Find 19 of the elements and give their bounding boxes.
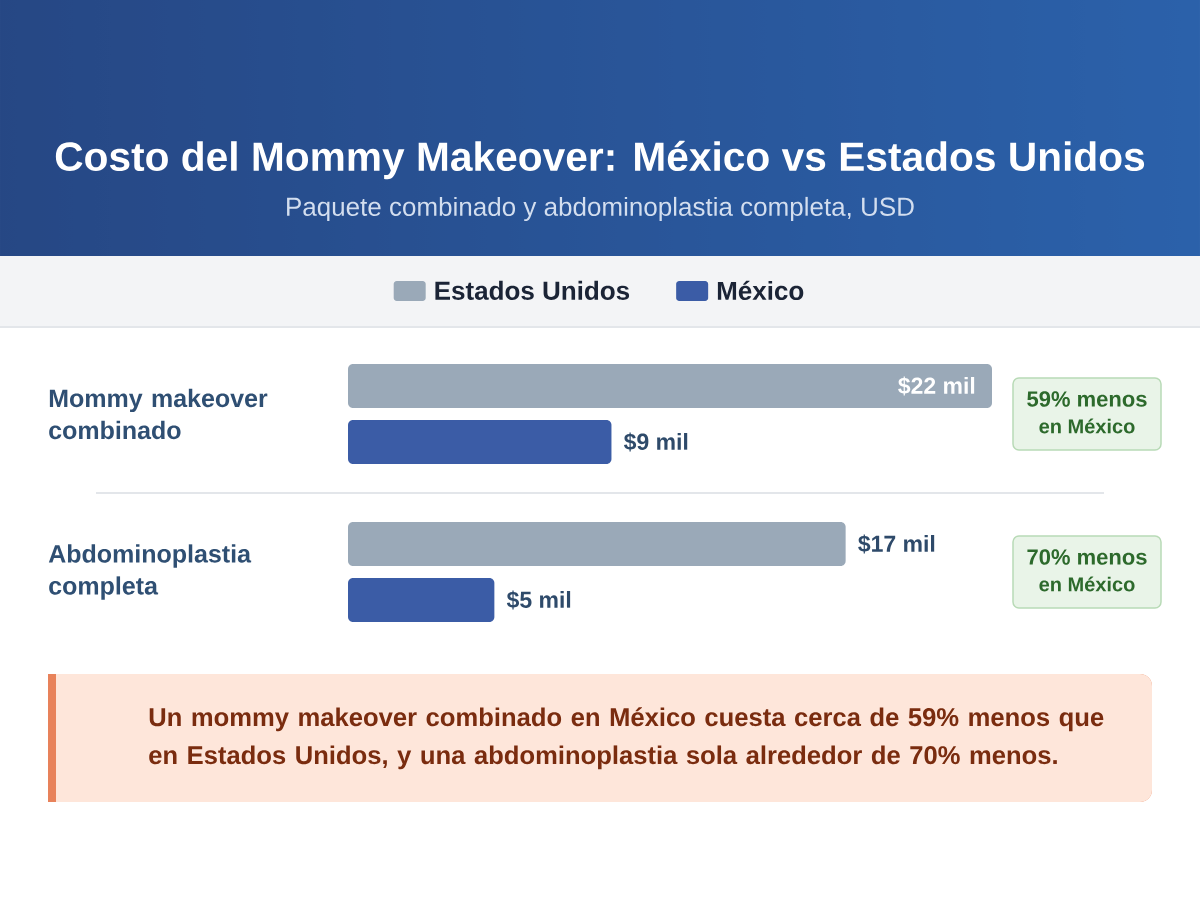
text: 70% menos bbox=[1027, 549, 1147, 565]
bar bbox=[348, 419, 612, 464]
legend-label: Estados Unidos bbox=[435, 280, 630, 300]
y-tick-label: Abdominoplastia completa bbox=[48, 544, 252, 600]
bar bbox=[348, 363, 992, 408]
bar bbox=[348, 521, 846, 566]
text: en México bbox=[1039, 418, 1135, 434]
bar bbox=[348, 577, 495, 622]
data-label: $17 mil bbox=[858, 534, 935, 554]
data-label: $9 mil bbox=[623, 432, 688, 452]
chart-title: Costo del Mommy Makeover: México vs Estados Unidos bbox=[55, 140, 1145, 180]
chart-subtitle: Paquete combinado y abdominoplastia completa, USD bbox=[287, 196, 914, 222]
data-label: $5 mil bbox=[506, 590, 571, 610]
text: en México bbox=[1039, 576, 1135, 592]
text: Un mommy makeover combinado en México cuesta cerca de 59% menos que en Estados Unidos, y una abdominoplastia sola alrededor de 70% menos. bbox=[149, 707, 1104, 770]
y-tick-label: Mommy makeover combinado bbox=[49, 388, 268, 440]
text: 59% menos bbox=[1027, 391, 1147, 407]
legend-label: México bbox=[717, 280, 804, 301]
data-label: $22 mil bbox=[898, 376, 975, 396]
